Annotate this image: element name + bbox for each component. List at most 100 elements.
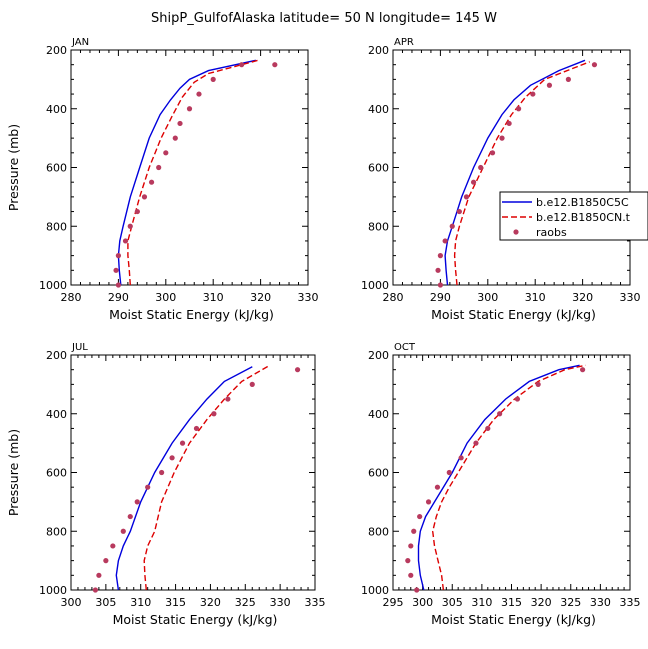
legend: b.e12.B1850C5C b.e12.B1850CN.t raobs — [499, 191, 648, 241]
y-tick-label: 400 — [368, 103, 389, 116]
raobs-point — [110, 543, 116, 549]
x-tick-label: 330 — [620, 291, 641, 304]
raobs-point — [115, 282, 121, 288]
raobs-point — [516, 106, 522, 112]
plot-frame — [392, 49, 631, 286]
y-tick-label: 800 — [46, 525, 67, 538]
series-raobs — [405, 367, 586, 593]
y-tick-label: 1000 — [361, 584, 389, 597]
raobs-point — [172, 135, 178, 141]
legend-box — [499, 191, 648, 241]
raobs-point — [405, 558, 411, 564]
x-tick-label: 330 — [590, 596, 611, 609]
x-tick-label: 305 — [95, 596, 116, 609]
series-line-b-e12-b1850cn-t — [127, 59, 259, 286]
raobs-point — [103, 558, 109, 564]
raobs-point — [497, 411, 503, 417]
x-tick-label: 290 — [108, 291, 129, 304]
x-tick-label: 320 — [250, 291, 271, 304]
raobs-point — [442, 238, 448, 244]
raobs-point — [294, 367, 301, 373]
raobs-point — [565, 76, 571, 82]
raobs-point — [127, 513, 133, 520]
plot-frame — [70, 354, 316, 591]
x-tick-label: 300 — [61, 596, 82, 609]
y-tick-label: 800 — [368, 220, 389, 233]
x-tick-label: 290 — [430, 291, 451, 304]
raobs-point — [449, 223, 455, 229]
series-line-b-e12-b1850c5c — [444, 59, 586, 286]
raobs-point — [134, 499, 140, 505]
raobs-point — [145, 484, 151, 490]
x-tick-label: 300 — [155, 291, 176, 304]
y-tick-label: 200 — [368, 44, 389, 57]
raobs-point — [177, 120, 183, 127]
x-tick-label: 330 — [270, 596, 291, 609]
raobs-point — [499, 135, 505, 141]
raobs-point — [408, 543, 414, 549]
series-raobs — [113, 62, 278, 288]
raobs-point — [535, 381, 541, 387]
panel-jul: JUL 300 305 310 315 320 325 330 335 200 400 600 800 1… — [6, 342, 326, 627]
raobs-point — [122, 238, 129, 244]
series-line-b-e12-b1850cn-t — [143, 364, 271, 591]
raobs-point — [580, 367, 586, 373]
x-tick-label: 315 — [501, 596, 522, 609]
x-axis-label: Moist Static Energy (kJ/kg) — [431, 612, 596, 627]
y-tick-label: 800 — [46, 220, 67, 233]
raobs-point — [211, 411, 217, 417]
raobs-point — [169, 455, 175, 461]
y-axis-label: Pressure (mb) — [6, 124, 21, 211]
panel-label: OCT — [394, 342, 416, 353]
series-raobs — [92, 367, 301, 593]
x-tick-label: 310 — [471, 596, 492, 609]
raobs-point — [186, 106, 193, 112]
x-tick-label: 300 — [412, 596, 433, 609]
raobs-point — [408, 572, 414, 578]
raobs-point — [437, 282, 443, 288]
raobs-point — [134, 208, 140, 215]
y-tick-label: 200 — [46, 44, 67, 57]
x-tick-label: 300 — [477, 291, 498, 304]
y-tick-label: 400 — [368, 408, 389, 421]
raobs-point — [473, 440, 479, 446]
x-tick-label: 325 — [560, 596, 581, 609]
series-raobs — [435, 62, 598, 288]
series-line-b-e12-b1850cn-t — [453, 61, 590, 286]
series-line-b-e12-b1850c5c — [417, 364, 580, 591]
raobs-point — [193, 425, 200, 432]
x-tick-label: 325 — [235, 596, 256, 609]
raobs-point — [489, 150, 496, 156]
raobs-point — [196, 91, 202, 97]
raobs-point — [506, 120, 512, 127]
x-tick-label: 305 — [442, 596, 463, 609]
y-tick-label: 1000 — [39, 279, 67, 292]
x-tick-label: 315 — [165, 596, 186, 609]
x-axis-label: Moist Static Energy (kJ/kg) — [431, 307, 596, 322]
x-tick-label: 310 — [203, 291, 224, 304]
raobs-point — [591, 62, 598, 68]
legend-label: b.e12.B1850CN.t — [536, 211, 631, 224]
raobs-point — [425, 499, 432, 505]
raobs-point — [456, 208, 462, 215]
y-axis-label: Pressure (mb) — [6, 429, 21, 516]
x-tick-label: 320 — [200, 596, 221, 609]
raobs-point — [120, 528, 126, 534]
raobs-point — [272, 62, 278, 68]
raobs-point — [435, 267, 441, 273]
raobs-point — [463, 194, 470, 200]
raobs-point — [446, 469, 452, 476]
y-tick-label: 600 — [46, 467, 67, 480]
x-tick-label: 320 — [572, 291, 593, 304]
x-tick-label: 335 — [620, 596, 641, 609]
x-tick-label: 335 — [305, 596, 326, 609]
panel-apr: APR 280 290 300 310 320 330 200 400 600 800 1000 Moi… — [361, 37, 641, 322]
raobs-point — [127, 223, 133, 229]
series-line-b-e12-b1850c5c — [115, 366, 253, 591]
raobs-point — [470, 179, 477, 185]
legend-swatch-raobs — [513, 229, 519, 235]
raobs-point — [210, 76, 216, 82]
raobs-point — [411, 528, 417, 534]
panel-jan: JAN 280 290 300 310 320 330 200 400 600 800 1000 Moi… — [6, 37, 319, 322]
x-tick-label: 295 — [383, 596, 404, 609]
